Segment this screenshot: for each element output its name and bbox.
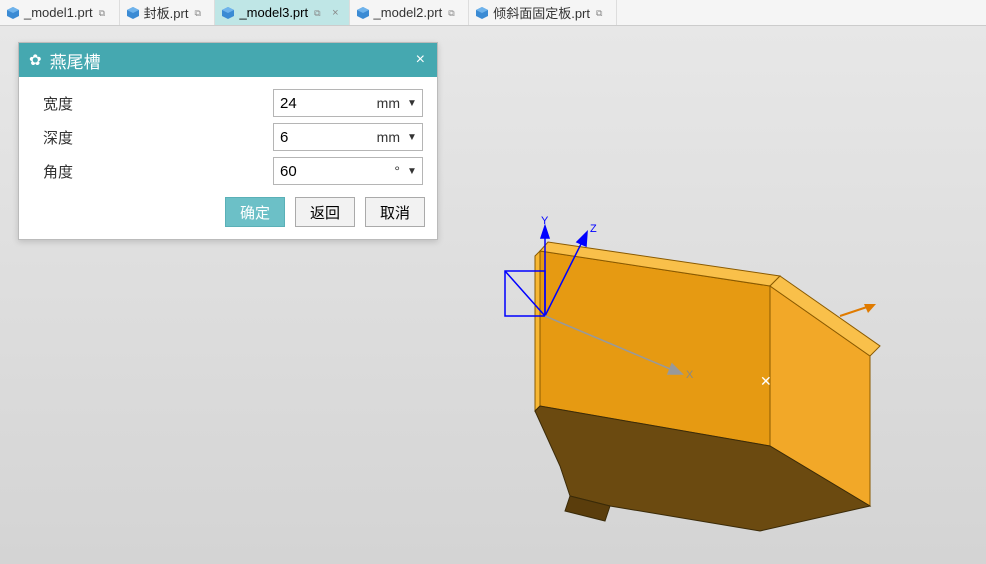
popout-icon[interactable]: ⧉ (99, 8, 109, 18)
param-unit: ° (334, 163, 402, 179)
chevron-down-icon[interactable]: ▼ (402, 98, 422, 109)
width-input[interactable] (274, 90, 334, 116)
popout-icon[interactable]: ⧉ (448, 8, 458, 18)
axis-y-label: Y (541, 215, 549, 227)
dialog-titlebar[interactable]: ✿ 燕尾槽 × (19, 43, 437, 77)
tab-label: 倾斜面固定板.prt (493, 3, 590, 22)
model-3d: Y Z X ✕ (440, 196, 940, 564)
chevron-down-icon[interactable]: ▼ (402, 166, 422, 177)
dovetail-dialog: ✿ 燕尾槽 × 宽度 mm ▼ 深度 mm ▼ 角度 ° (18, 42, 438, 240)
tab-label: _model2.prt (374, 5, 443, 20)
ok-button[interactable]: 确定 (225, 197, 285, 227)
popout-icon[interactable]: ⧉ (314, 8, 324, 18)
tab-label: _model1.prt (24, 5, 93, 20)
param-label: 宽度 (43, 93, 273, 114)
tab-qingxie[interactable]: 倾斜面固定板.prt ⧉ (469, 0, 617, 25)
part-icon (356, 6, 370, 20)
param-unit: mm (334, 129, 402, 145)
axis-x-label: X (686, 369, 694, 381)
part-icon (126, 6, 140, 20)
angle-input[interactable] (274, 158, 334, 184)
gear-icon: ✿ (29, 51, 42, 69)
tab-model3[interactable]: _model3.prt ⧉ × (215, 0, 349, 25)
tab-label: 封板.prt (144, 3, 189, 22)
param-row-depth: 深度 mm ▼ (43, 121, 425, 153)
depth-input[interactable] (274, 124, 334, 150)
close-icon[interactable]: × (414, 51, 427, 69)
popout-icon[interactable]: ⧉ (194, 8, 204, 18)
cancel-button[interactable]: 取消 (365, 197, 425, 227)
dialog-buttons: 确定 返回 取消 (43, 197, 425, 227)
axis-z-label: Z (590, 223, 597, 235)
part-icon (221, 6, 235, 20)
param-input-wrap: mm ▼ (273, 123, 423, 151)
param-row-width: 宽度 mm ▼ (43, 87, 425, 119)
tab-model1[interactable]: _model1.prt ⧉ (0, 0, 120, 25)
tab-model2[interactable]: _model2.prt ⧉ (350, 0, 470, 25)
popout-icon[interactable]: ⧉ (596, 8, 606, 18)
chevron-down-icon[interactable]: ▼ (402, 132, 422, 143)
param-label: 深度 (43, 127, 273, 148)
tab-bar: _model1.prt ⧉ 封板.prt ⧉ _model3.prt ⧉ × _… (0, 0, 986, 26)
dialog-title-text: 燕尾槽 (50, 48, 101, 73)
param-row-angle: 角度 ° ▼ (43, 155, 425, 187)
param-unit: mm (334, 95, 402, 111)
dialog-body: 宽度 mm ▼ 深度 mm ▼ 角度 ° ▼ 确定 (19, 77, 437, 239)
part-icon (475, 6, 489, 20)
part-icon (6, 6, 20, 20)
tab-label: _model3.prt (239, 5, 308, 20)
param-label: 角度 (43, 161, 273, 182)
svg-text:✕: ✕ (760, 373, 772, 389)
close-icon[interactable]: × (332, 7, 338, 19)
tab-fengban[interactable]: 封板.prt ⧉ (120, 0, 216, 25)
back-button[interactable]: 返回 (295, 197, 355, 227)
param-input-wrap: mm ▼ (273, 89, 423, 117)
param-input-wrap: ° ▼ (273, 157, 423, 185)
